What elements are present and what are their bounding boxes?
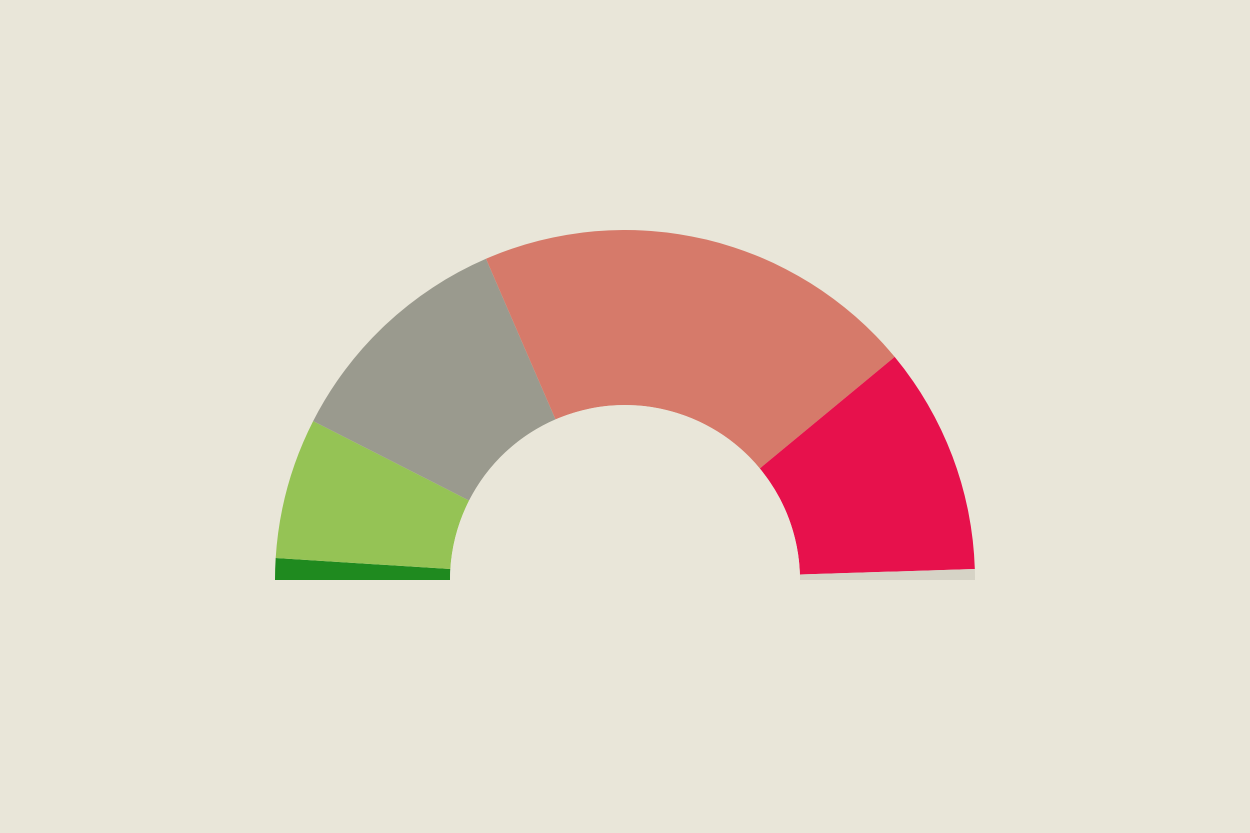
semi-donut-chart — [0, 0, 1250, 833]
